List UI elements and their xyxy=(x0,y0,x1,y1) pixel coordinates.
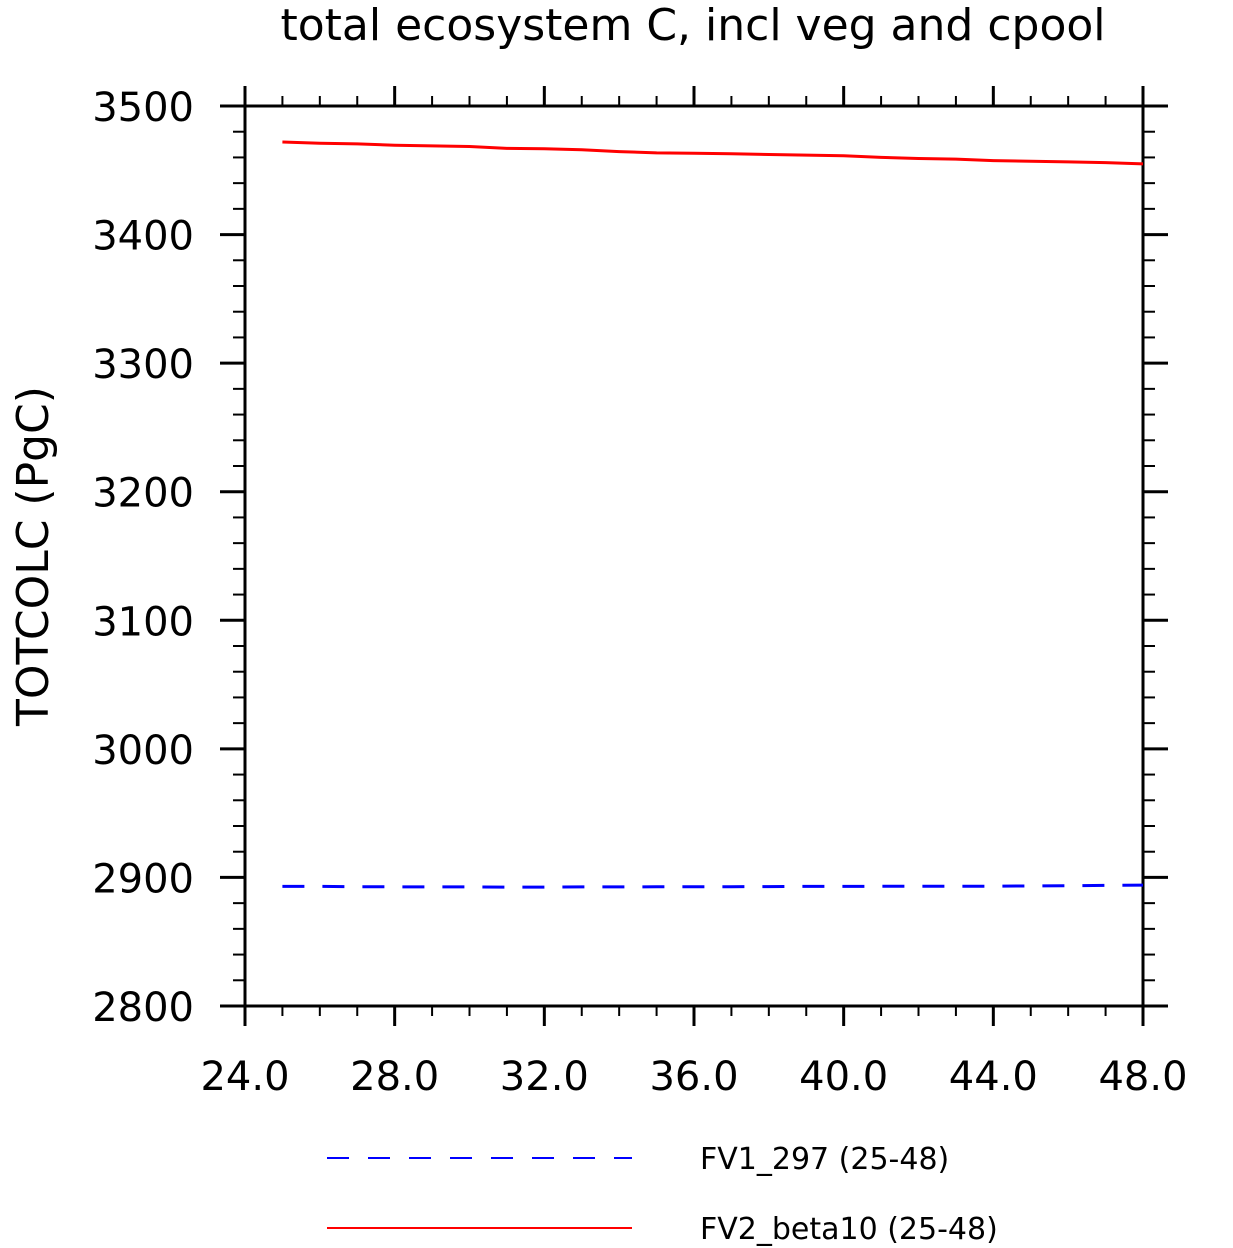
plot-frame xyxy=(243,104,1145,1008)
y-tick-label: 3000 xyxy=(92,728,194,774)
y-tick-label: 2800 xyxy=(92,985,194,1031)
y-tick-label: 3500 xyxy=(92,85,194,131)
y-tick-label: 2900 xyxy=(92,856,194,902)
x-tick-label: 44.0 xyxy=(949,1054,1038,1100)
x-tick-label: 32.0 xyxy=(500,1054,589,1100)
legend-label-1: FV1_297 (25-48) xyxy=(700,1142,949,1177)
series-lines xyxy=(282,140,1144,889)
x-tick-labels: 24.0 28.0 32.0 36.0 40.0 44.0 48.0 xyxy=(200,1054,1187,1100)
series-line-2 xyxy=(282,140,1144,166)
legend-label-2: FV2_beta10 (25-48) xyxy=(700,1212,998,1247)
y-tick-label: 3100 xyxy=(92,599,194,645)
x-tick-label: 24.0 xyxy=(200,1054,289,1100)
x-tick-label: 36.0 xyxy=(649,1054,738,1100)
y-tick-label: 3400 xyxy=(92,214,194,260)
y-tick-label: 3300 xyxy=(92,342,194,388)
chart-title: total ecosystem C, incl veg and cpool xyxy=(280,0,1105,51)
x-tick-label: 28.0 xyxy=(350,1054,439,1100)
y-tick-label: 3200 xyxy=(92,471,194,517)
x-tick-label: 48.0 xyxy=(1098,1054,1187,1100)
y-axis-label: TOTCOLC (PgC) xyxy=(8,386,59,727)
tick-marks xyxy=(220,86,1168,1026)
legend: FV1_297 (25-48) FV2_beta10 (25-48) xyxy=(327,1142,998,1247)
y-tick-labels: 2800 2900 3000 3100 3200 3300 3400 3500 xyxy=(92,85,194,1031)
series-line-1 xyxy=(282,883,1144,889)
x-tick-label: 40.0 xyxy=(799,1054,888,1100)
